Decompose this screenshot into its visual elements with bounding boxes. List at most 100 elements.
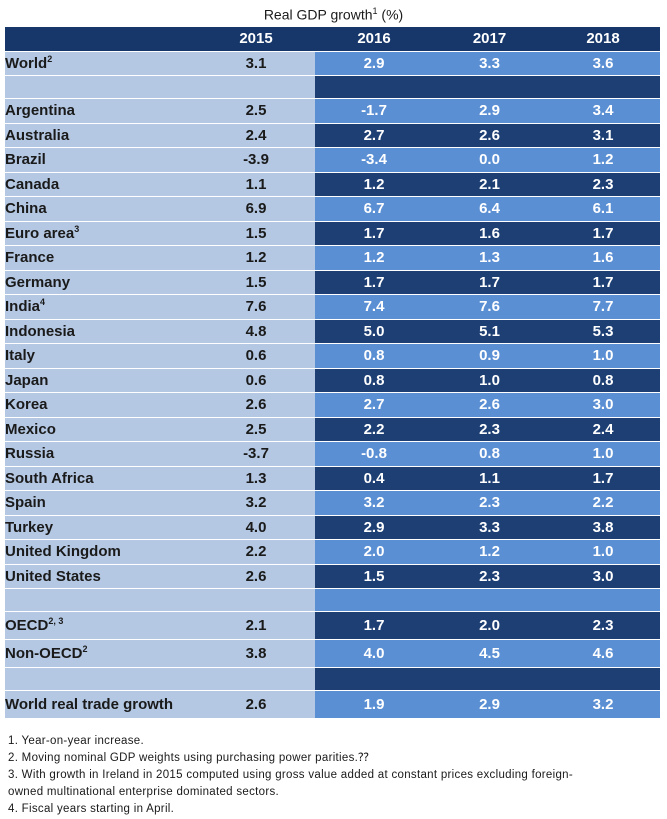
value-cell: 2.6: [433, 392, 546, 418]
footnote-marker: 2, 3: [48, 616, 64, 626]
value-cell: 7.7: [546, 294, 660, 320]
country-name: World real trade growth: [5, 696, 174, 713]
value-cell: 3.4: [546, 98, 660, 124]
spacer-cell: [5, 588, 197, 612]
value-cell: 3.3: [433, 51, 546, 76]
value-cell: 1.2: [197, 245, 315, 271]
table-row: India4 7.6 7.4 7.6 7.7: [5, 294, 660, 320]
table-row: Russia -3.7 -0.8 0.8 1.0: [5, 441, 660, 467]
table-row: Indonesia 4.8 5.0 5.1 5.3: [5, 319, 660, 344]
country-name: United States: [5, 567, 101, 585]
value-cell: 4.8: [197, 319, 315, 344]
value-cell: 0.8: [546, 368, 660, 393]
value-cell: 7.4: [315, 294, 433, 320]
value-cell: 0.4: [315, 466, 433, 491]
country-name: Brazil: [5, 151, 46, 169]
value-cell: 0.8: [315, 368, 433, 393]
table-row: World real trade growth 2.6 1.9 2.9 3.2: [5, 690, 660, 719]
country-name: China: [5, 200, 47, 218]
table-row: South Africa 1.3 0.4 1.1 1.7: [5, 466, 660, 491]
table-title: Real GDP growth1 (%): [0, 6, 667, 23]
value-cell: 1.2: [315, 172, 433, 197]
value-cell: -3.9: [197, 147, 315, 173]
value-cell: 2.1: [433, 172, 546, 197]
value-cell: 2.9: [433, 98, 546, 124]
value-cell: 4.5: [433, 639, 546, 668]
country-cell: Korea: [5, 392, 197, 418]
value-cell: 2.4: [546, 417, 660, 442]
table-row: United Kingdom 2.2 2.0 1.2 1.0: [5, 539, 660, 565]
footnote: 3. With growth in Ireland in 2015 comput…: [8, 769, 573, 781]
country-cell: United Kingdom: [5, 539, 197, 565]
value-cell: 6.4: [433, 196, 546, 222]
value-cell: 1.3: [433, 245, 546, 271]
spacer-cell: [197, 75, 315, 99]
header-row: 2015 2016 2017 2018: [5, 27, 660, 52]
country-name: India: [5, 298, 41, 316]
table-row: Germany 1.5 1.7 1.7 1.7: [5, 270, 660, 295]
value-cell: -0.8: [315, 441, 433, 467]
table-row: Mexico 2.5 2.2 2.3 2.4: [5, 417, 660, 442]
header-year: 2016: [315, 27, 433, 52]
value-cell: 3.8: [197, 639, 315, 668]
table-row: OECD2, 3 2.1 1.7 2.0 2.3: [5, 611, 660, 640]
value-cell: 1.5: [197, 270, 315, 295]
value-cell: 3.3: [433, 515, 546, 540]
value-cell: 3.2: [315, 490, 433, 516]
table-row: World2 3.1 2.9 3.3 3.6: [5, 51, 660, 76]
header-year: 2017: [433, 27, 546, 52]
value-cell: 1.2: [433, 539, 546, 565]
value-cell: 5.3: [546, 319, 660, 344]
country-name: Korea: [5, 396, 48, 414]
value-cell: 1.6: [433, 221, 546, 246]
value-cell: 3.1: [197, 51, 315, 76]
country-name: Spain: [5, 494, 46, 512]
country-name: World: [5, 54, 48, 72]
value-cell: 0.9: [433, 343, 546, 369]
spacer-cell: [546, 667, 660, 691]
spacer-row: [5, 667, 660, 691]
table-row: Brazil -3.9 -3.4 0.0 1.2: [5, 147, 660, 173]
country-name: Indonesia: [5, 322, 76, 340]
footnote-marker: 2: [82, 644, 88, 654]
value-cell: 2.9: [315, 51, 433, 76]
spacer-cell: [433, 75, 546, 99]
value-cell: 2.0: [315, 539, 433, 565]
value-cell: 2.6: [197, 690, 315, 719]
table-row: Spain 3.2 3.2 2.3 2.2: [5, 490, 660, 516]
value-cell: -3.7: [197, 441, 315, 467]
value-cell: -3.4: [315, 147, 433, 173]
value-cell: 2.3: [546, 172, 660, 197]
country-name: South Africa: [5, 469, 94, 487]
value-cell: 2.5: [197, 417, 315, 442]
footnote-marker: 4: [40, 297, 46, 308]
country-cell: Mexico: [5, 417, 197, 442]
country-cell: Russia: [5, 441, 197, 467]
value-cell: 1.1: [433, 466, 546, 491]
value-cell: 1.6: [546, 245, 660, 271]
value-cell: 2.2: [315, 417, 433, 442]
country-cell: Australia: [5, 123, 197, 148]
value-cell: 2.5: [197, 98, 315, 124]
country-cell: Germany: [5, 270, 197, 295]
country-name: Australia: [5, 126, 70, 144]
country-cell: OECD2, 3: [5, 611, 197, 640]
country-name: United Kingdom: [5, 543, 121, 561]
country-name: Italy: [5, 347, 36, 365]
value-cell: 6.7: [315, 196, 433, 222]
value-cell: 1.9: [315, 690, 433, 719]
country-cell: World real trade growth: [5, 690, 197, 719]
country-cell: Non-OECD2: [5, 639, 197, 668]
value-cell: 4.6: [546, 639, 660, 668]
value-cell: 1.0: [546, 539, 660, 565]
table-row: Korea 2.6 2.7 2.6 3.0: [5, 392, 660, 418]
value-cell: 0.6: [197, 343, 315, 369]
value-cell: 1.7: [315, 221, 433, 246]
country-name: Turkey: [5, 518, 54, 536]
footnote: 1. Year-on-year increase.: [8, 735, 144, 747]
country-cell: Indonesia: [5, 319, 197, 344]
country-cell: Spain: [5, 490, 197, 516]
value-cell: 1.7: [546, 466, 660, 491]
spacer-cell: [5, 75, 197, 99]
country-cell: South Africa: [5, 466, 197, 491]
